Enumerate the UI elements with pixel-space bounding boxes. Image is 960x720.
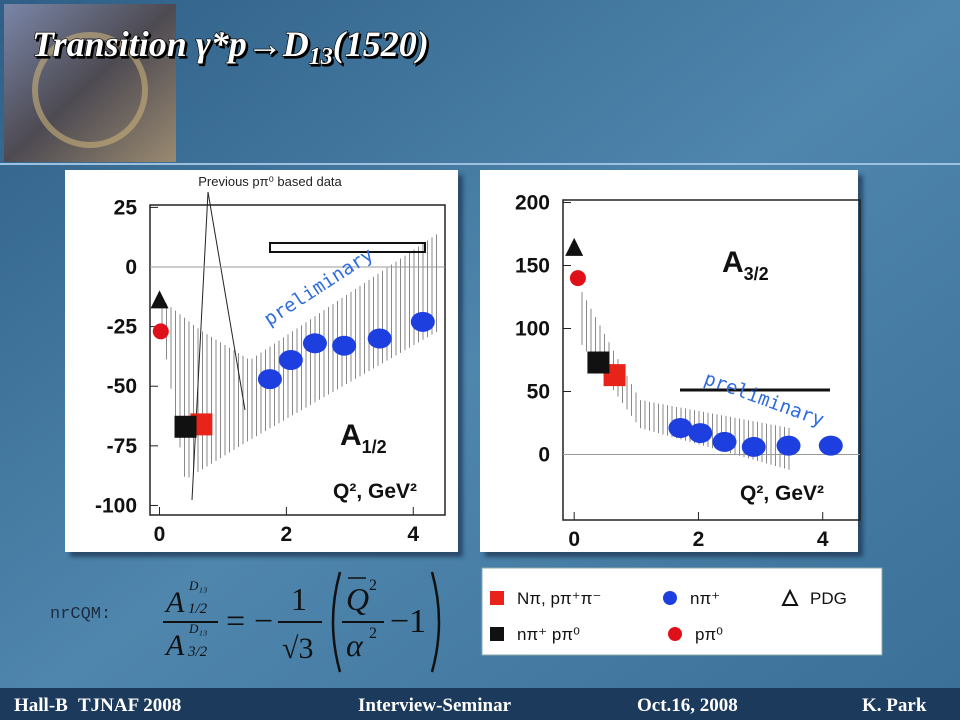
- y-tick-label: 0: [125, 256, 137, 279]
- formula-symbol: −: [254, 603, 273, 640]
- circle-marker: [367, 328, 392, 349]
- footer-text: TJNAF 2008: [78, 695, 181, 716]
- legend-swatch: [781, 588, 799, 606]
- circle-marker: [569, 270, 586, 287]
- y-tick-label: -100: [95, 494, 137, 517]
- x-tick-label: 4: [817, 528, 829, 551]
- square-marker: [174, 415, 197, 438]
- formula-symbol: −1: [390, 603, 426, 640]
- formula-symbol: A: [164, 629, 185, 662]
- footer-bar: [0, 688, 960, 720]
- footer-text: Interview-Seminar: [358, 695, 512, 716]
- slide-title: Transition γ*p→D13(1520): [32, 24, 429, 70]
- footer-text: K. Park: [862, 695, 927, 716]
- circle-marker: [332, 335, 357, 356]
- footer-text: Hall-B: [14, 695, 68, 716]
- arrow: [207, 191, 246, 411]
- formula-symbol: 3/2: [187, 644, 208, 660]
- y-tick-label: -25: [107, 316, 138, 339]
- circle-marker: [712, 431, 737, 452]
- legend-entries: Nπ, pπ⁺π⁻ nπ⁺ pπ⁰ nπ⁺ pπ⁰ PDG: [490, 588, 847, 644]
- circle-marker: [818, 435, 843, 456]
- formula: nrCQM: A D₁₃ 1/2 A D₁₃ 3/2 = − 1 √3 Q 2 …: [50, 571, 441, 673]
- bracket: [331, 571, 342, 673]
- legend-label: PDG: [810, 589, 847, 608]
- legend-swatch: [490, 591, 504, 605]
- x-tick-label: 0: [154, 523, 166, 546]
- y-tick-label: 25: [114, 196, 138, 219]
- x-tick-label: 2: [693, 528, 705, 551]
- legend-swatch: [663, 591, 677, 605]
- formula-symbol: =: [226, 603, 245, 640]
- triangle-marker: [565, 237, 584, 256]
- triangle-marker: [150, 290, 169, 309]
- plot-frame: [149, 204, 446, 516]
- photo-detail: [32, 32, 148, 148]
- formula-symbol: α: [346, 627, 364, 663]
- x-tick-label: 2: [281, 523, 293, 546]
- title-suffix: (1520): [333, 24, 429, 64]
- x-axis-label: Q², GeV²: [333, 480, 417, 503]
- y-tick-label: 0: [538, 443, 550, 466]
- formula-symbol: D₁₃: [188, 578, 207, 593]
- circle-marker: [257, 369, 282, 390]
- title-main: A: [722, 246, 744, 279]
- x-axis-label: Q², GeV²: [740, 482, 824, 505]
- y-tick-label: 200: [515, 192, 550, 215]
- title-main: A: [340, 419, 362, 452]
- y-tick-label: 100: [515, 318, 550, 341]
- formula-symbol: 1/2: [188, 601, 208, 617]
- circle-marker: [152, 323, 169, 340]
- x-tick-label: 0: [568, 528, 580, 551]
- y-tick-label: -50: [107, 375, 137, 398]
- x-tick-label: 4: [407, 523, 419, 546]
- formula-symbol: √3: [282, 632, 313, 665]
- formula-symbol: Q: [346, 581, 369, 617]
- formula-symbol: 1: [291, 581, 307, 617]
- title-sub: 13: [309, 44, 333, 70]
- y-tick-label: 150: [515, 255, 550, 278]
- circle-marker: [302, 333, 327, 354]
- legend-label: nπ⁺: [690, 589, 720, 608]
- circle-marker: [668, 418, 693, 439]
- circle-marker: [741, 436, 766, 457]
- footer-text: Oct.16, 2008: [637, 695, 738, 716]
- circle-marker: [410, 311, 435, 332]
- legend-swatch: [490, 627, 504, 641]
- plot-frame: [562, 199, 861, 521]
- formula-label: nrCQM:: [50, 605, 111, 624]
- y-tick-label: 50: [527, 380, 550, 403]
- chart-title: A3/2: [722, 246, 769, 284]
- chart-title: A1/2: [340, 419, 387, 457]
- legend-label: Nπ, pπ⁺π⁻: [517, 589, 601, 608]
- title-main: Transition γ*p→D: [32, 24, 309, 64]
- chart-panel: [480, 170, 858, 552]
- formula-symbol: 2: [369, 625, 377, 642]
- y-tick-label: -75: [107, 435, 138, 458]
- title-sub: 3/2: [744, 264, 769, 284]
- circle-marker: [278, 350, 303, 370]
- legend: [481, 567, 883, 656]
- legend-label: nπ⁺ pπ⁰: [517, 625, 580, 644]
- formula-symbol: A: [164, 586, 185, 619]
- legend-swatch: [668, 627, 682, 641]
- legend-label: pπ⁰: [695, 625, 723, 644]
- footer: Hall-B TJNAF 2008 Interview-Seminar Oct.16,…: [14, 695, 927, 716]
- arrow: [191, 191, 209, 501]
- title-sub: 1/2: [362, 437, 387, 457]
- model-bar: [269, 242, 426, 253]
- formula-symbol: 2: [369, 577, 377, 594]
- square-marker: [587, 351, 610, 374]
- circle-marker: [688, 423, 713, 444]
- annotation: Previous pπ⁰ based data: [198, 174, 342, 189]
- circle-marker: [776, 435, 801, 456]
- bracket: [430, 571, 441, 673]
- formula-symbol: D₁₃: [188, 621, 207, 636]
